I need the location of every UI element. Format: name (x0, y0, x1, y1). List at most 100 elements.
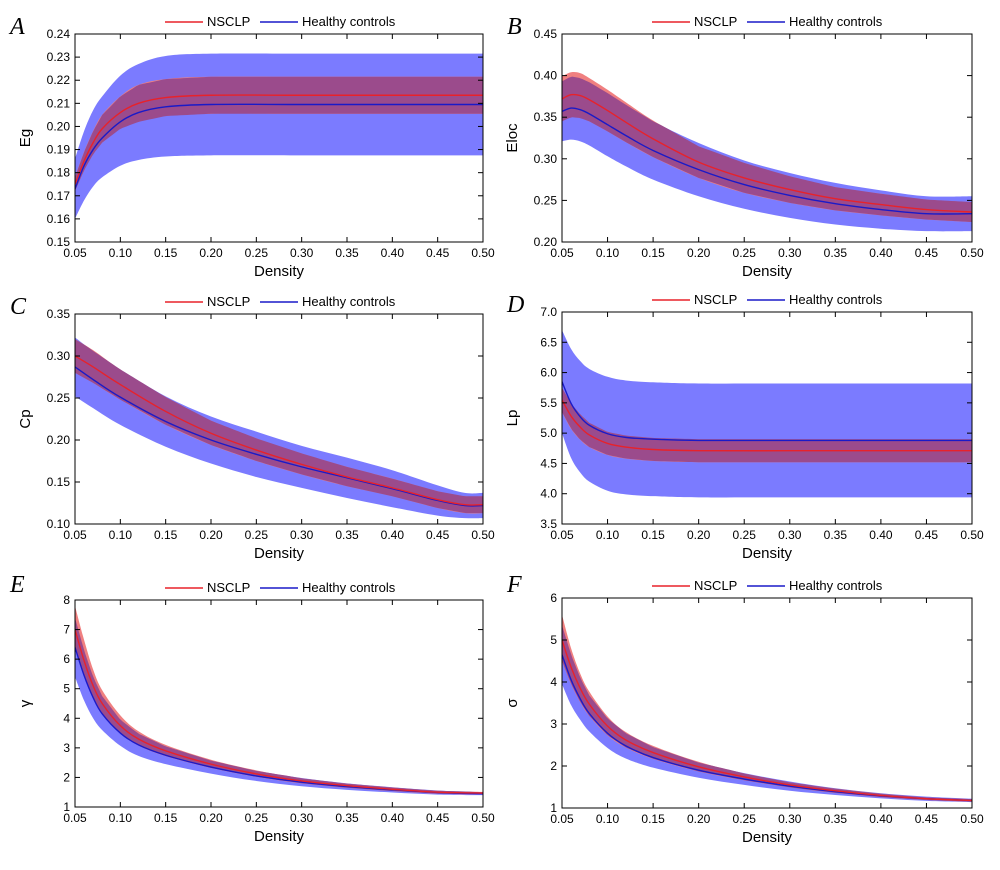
legend-nsclp-label: NSCLP (694, 292, 737, 307)
x-tick-label: 0.25 (733, 812, 757, 826)
panel-letter: D (506, 292, 524, 318)
x-tick-label: 0.25 (733, 246, 757, 260)
x-tick-label: 0.50 (471, 528, 495, 542)
x-tick-label: 0.05 (550, 246, 574, 260)
overlap-band (75, 339, 483, 514)
x-tick-label: 0.35 (335, 528, 359, 542)
x-tick-label: 0.20 (199, 246, 223, 260)
controls-mean-line (75, 103, 483, 190)
y-tick-label: 2 (63, 770, 70, 784)
x-tick-label: 0.25 (245, 811, 269, 825)
y-axis-title: Eloc (504, 123, 521, 153)
x-tick-label: 0.30 (778, 812, 802, 826)
y-tick-label: 0.25 (534, 193, 558, 207)
x-tick-label: 0.20 (199, 528, 223, 542)
x-axis-title: Density (254, 545, 305, 562)
panel-a: A 0.05 0.10 0.15 0.20 0.25 0.30 0.35 0.40 0.45 0.5… (8, 14, 495, 280)
x-tick-label: 0.15 (154, 246, 178, 260)
y-tick-label: 4 (63, 711, 70, 725)
x-tick-label: 0.15 (641, 246, 665, 260)
nsclp-mean-line (75, 355, 483, 506)
x-tick-label: 0.40 (869, 246, 893, 260)
x-tick-label: 0.50 (960, 246, 984, 260)
x-tick-label: 0.20 (199, 811, 223, 825)
x-tick-label: 0.35 (824, 246, 848, 260)
y-tick-label: 6 (63, 652, 70, 666)
y-tick-label: 3 (63, 741, 70, 755)
y-tick-label: 0.25 (47, 391, 71, 405)
legend-controls-label: Healthy controls (302, 580, 396, 595)
x-tick-label: 0.05 (63, 246, 87, 260)
y-tick-label: 5 (550, 633, 557, 647)
nsclp-mean-line (75, 94, 483, 185)
y-tick-label: 0.20 (534, 235, 558, 249)
legend-nsclp-label: NSCLP (694, 578, 737, 593)
x-tick-label: 0.05 (550, 528, 574, 542)
y-tick-label: 0.30 (534, 152, 558, 166)
y-tick-label: 4.5 (540, 456, 557, 470)
x-axis-title: Density (254, 263, 305, 280)
y-tick-label: 4 (550, 675, 557, 689)
panel-e: E 0.05 0.10 0.15 0.20 0.25 0.30 0.35 0.40 0.45 0.5… (9, 572, 495, 845)
y-tick-label: 5.5 (540, 396, 557, 410)
x-tick-label: 0.10 (109, 246, 133, 260)
panel-letter: C (10, 294, 27, 320)
y-axis-title: σ (504, 698, 521, 708)
x-tick-label: 0.40 (381, 811, 405, 825)
axes-box (561, 33, 973, 243)
x-tick-label: 0.30 (778, 246, 802, 260)
y-axis-title: Cp (17, 409, 34, 428)
x-tick-label: 0.45 (426, 246, 450, 260)
y-axis-title: γ (17, 699, 34, 707)
plot-area (562, 330, 972, 498)
x-tick-label: 0.30 (290, 246, 314, 260)
x-tick-label: 0.25 (245, 246, 269, 260)
x-tick-label: 0.10 (109, 811, 133, 825)
x-tick-label: 0.50 (471, 811, 495, 825)
y-tick-label: 0.45 (534, 27, 558, 41)
panel-letter: B (507, 14, 522, 40)
panel-letter: E (9, 572, 25, 598)
x-tick-label: 0.35 (335, 246, 359, 260)
x-tick-label: 0.05 (550, 812, 574, 826)
legend-nsclp-label: NSCLP (207, 14, 250, 29)
y-axis-title: Eg (17, 129, 34, 147)
y-tick-label: 0.21 (47, 96, 71, 110)
y-tick-label: 5.0 (540, 426, 557, 440)
y-tick-label: 6.0 (540, 366, 557, 380)
y-tick-label: 0.20 (47, 433, 71, 447)
controls-band (75, 617, 483, 796)
y-tick-label: 0.15 (47, 235, 71, 249)
nsclp-mean-line (562, 639, 972, 802)
y-tick-label: 1 (550, 801, 557, 815)
legend: NSCLP Healthy controls (652, 292, 883, 307)
x-tick-label: 0.35 (824, 528, 848, 542)
x-tick-label: 0.20 (687, 246, 711, 260)
y-tick-label: 0.15 (47, 475, 71, 489)
x-tick-label: 0.40 (381, 246, 405, 260)
x-tick-label: 0.25 (245, 528, 269, 542)
legend: NSCLP Healthy controls (652, 578, 883, 593)
x-axis-title: Density (742, 829, 793, 846)
y-tick-label: 4.0 (540, 487, 557, 501)
plot-area (75, 605, 483, 796)
overlap-band (562, 76, 972, 223)
legend-controls-label: Healthy controls (789, 14, 883, 29)
y-tick-label: 0.35 (534, 110, 558, 124)
plot-area (75, 53, 483, 219)
x-tick-label: 0.15 (641, 528, 665, 542)
x-tick-label: 0.40 (869, 528, 893, 542)
x-tick-label: 0.35 (824, 812, 848, 826)
axes-box (561, 597, 973, 809)
legend-nsclp-label: NSCLP (694, 14, 737, 29)
nsclp-mean-line (562, 399, 972, 452)
y-tick-label: 0.16 (47, 212, 71, 226)
y-tick-label: 0.10 (47, 517, 71, 531)
plot-area (562, 72, 972, 232)
nsclp-mean-line (75, 629, 483, 794)
x-tick-label: 0.15 (641, 812, 665, 826)
controls-mean-line (75, 647, 483, 795)
x-tick-label: 0.05 (63, 811, 87, 825)
plot-area (562, 614, 972, 803)
